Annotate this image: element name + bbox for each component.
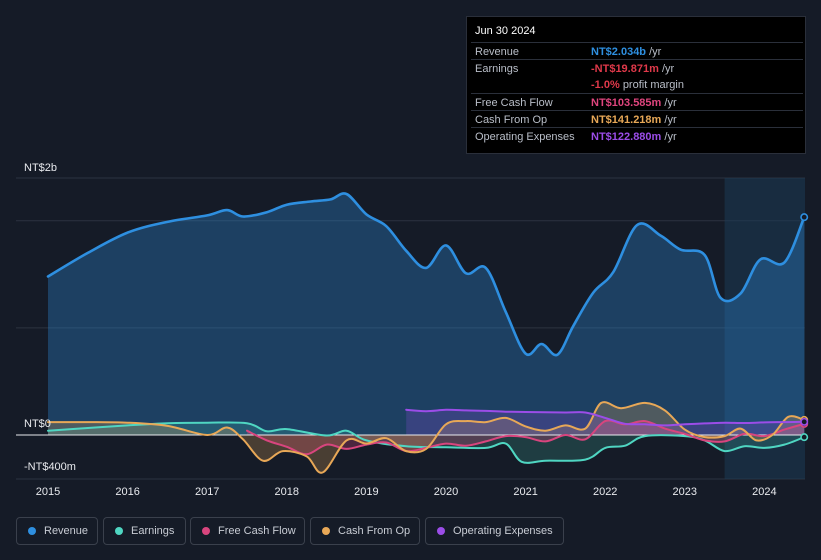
x-tick-label: 2021 (513, 486, 537, 498)
legend-label: Operating Expenses (453, 525, 553, 537)
legend-operating-expenses[interactable]: Operating Expenses (425, 517, 564, 545)
tooltip-row-cfo: Cash From Op NT$141.218m /yr (471, 110, 803, 128)
tooltip-unit: /yr (664, 131, 677, 143)
tooltip: Jun 30 2024 Revenue NT$2.034b /yr Earnin… (466, 16, 806, 154)
tooltip-row-margin: -1.0% profit margin (471, 76, 803, 93)
y-axis-labels: NT$2b NT$0 -NT$400m (24, 162, 76, 473)
tooltip-unit: /yr (664, 114, 677, 126)
tooltip-row-fcf: Free Cash Flow NT$103.585m /yr (471, 93, 803, 111)
legend-dot-icon (28, 527, 36, 535)
cash-from-op-area (48, 402, 805, 473)
legend-dot-icon (437, 527, 445, 535)
tooltip-row-earnings: Earnings -NT$19.871m /yr (471, 59, 803, 77)
y-tick-label: -NT$400m (24, 461, 76, 473)
x-tick-label: 2018 (275, 486, 299, 498)
x-tick-label: 2023 (673, 486, 697, 498)
x-tick-label: 2017 (195, 486, 219, 498)
legend-dot-icon (202, 527, 210, 535)
tooltip-label: Operating Expenses (475, 131, 575, 143)
series-areas (48, 193, 805, 473)
revenue-end-marker (800, 213, 809, 222)
tooltip-label: Revenue (475, 46, 520, 58)
operating-expenses-area (406, 409, 805, 435)
legend-revenue[interactable]: Revenue (16, 517, 98, 545)
legend-dot-icon (322, 527, 330, 535)
earnings-line (47, 421, 806, 464)
tooltip-value: NT$122.880m (591, 131, 662, 143)
tooltip-value: NT$2.034b (591, 46, 647, 58)
tooltip-unit: /yr (664, 97, 677, 109)
revenue-line (46, 192, 806, 357)
legend-label: Revenue (44, 525, 89, 537)
x-tick-label: 2024 (752, 486, 776, 498)
tooltip-value: -1.0% (591, 79, 620, 91)
revenue-area (48, 193, 805, 435)
x-tick-label: 2022 (593, 486, 617, 498)
x-tick-label: 2019 (354, 486, 378, 498)
operating-expenses-line (405, 408, 806, 427)
legend-free-cash-flow[interactable]: Free Cash Flow (190, 517, 305, 545)
tooltip-label: Earnings (475, 63, 519, 75)
tooltip-unit: profit margin (622, 79, 684, 91)
x-tick-label: 2016 (115, 486, 139, 498)
tooltip-date: Jun 30 2024 (475, 25, 536, 37)
legend-cash-from-op[interactable]: Cash From Op (310, 517, 420, 545)
y-tick-label: NT$2b (24, 162, 57, 174)
x-axis-labels: 2015 2016 2017 2018 2019 2020 2021 2022 2023 2024 (36, 486, 777, 498)
earnings-end-marker (800, 433, 809, 442)
operating-expenses-end-marker (800, 417, 809, 426)
legend-label: Cash From Op (338, 525, 411, 537)
tooltip-value: -NT$19.871m (591, 63, 659, 75)
legend-dot-icon (115, 527, 123, 535)
grid-lines (16, 177, 805, 480)
tooltip-row-opex: Operating Expenses NT$122.880m /yr (471, 127, 803, 145)
tooltip-unit: /yr (661, 63, 675, 75)
tooltip-unit: /yr (649, 46, 662, 58)
y-tick-label: NT$0 (24, 418, 51, 430)
tooltip-label: Cash From Op (475, 114, 548, 126)
cash-from-op-line (47, 401, 806, 474)
legend-earnings[interactable]: Earnings (103, 517, 186, 545)
x-tick-label: 2020 (434, 486, 458, 498)
tooltip-value: NT$141.218m (591, 114, 662, 126)
legend-label: Earnings (131, 525, 175, 537)
tooltip-label: Free Cash Flow (475, 97, 553, 109)
legend-label: Free Cash Flow (218, 525, 296, 537)
tooltip-row-revenue: Revenue NT$2.034b /yr (471, 42, 803, 60)
series-end-markers (800, 213, 809, 442)
series-lines (46, 192, 806, 474)
x-tick-label: 2015 (36, 486, 60, 498)
tooltip-value: NT$103.585m (591, 97, 662, 109)
